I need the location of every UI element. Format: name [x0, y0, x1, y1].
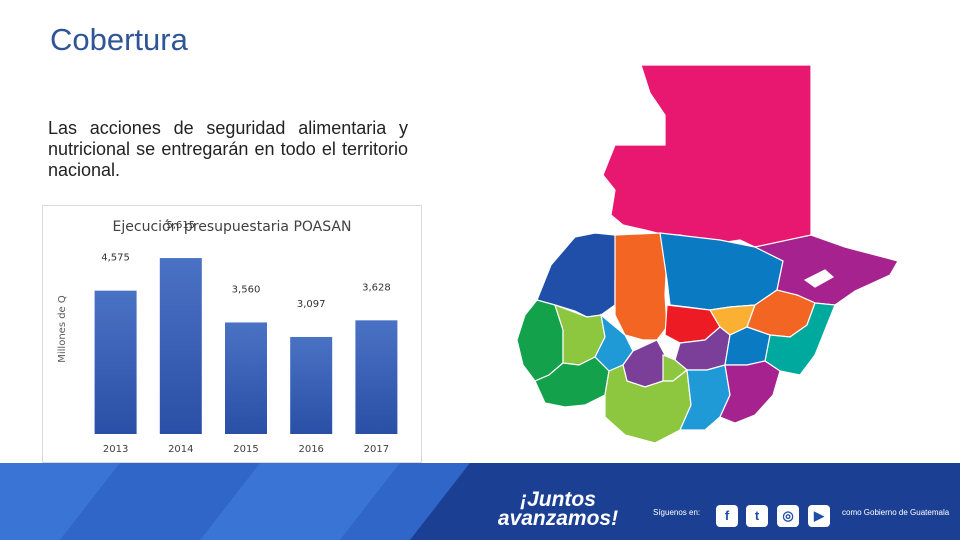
facebook-icon[interactable]: f: [716, 505, 738, 527]
data-label-2016: 3,097: [297, 299, 326, 310]
map-region-jutiapa: [719, 360, 781, 424]
twitter-icon[interactable]: t: [746, 505, 768, 527]
slogan: ¡Juntos avanzamos!: [483, 488, 633, 530]
chart-svg: Ejecución presupuestaria POASAN Millones…: [57, 219, 398, 455]
x-tick-2014: 2014: [168, 444, 193, 455]
map-region-escuintla: [604, 364, 692, 444]
guatemala-map: [516, 65, 899, 444]
footer-background: [0, 463, 960, 540]
y-axis-label: Millones de Q: [57, 295, 68, 363]
x-tick-2015: 2015: [233, 444, 258, 455]
x-tick-2016: 2016: [298, 444, 323, 455]
chart-title: Ejecución presupuestaria POASAN: [113, 219, 352, 235]
map-region-peten: [602, 65, 812, 248]
map-region-quiche: [614, 232, 668, 341]
bar-2017: [355, 320, 398, 434]
follow-label: Síguenos en:: [653, 508, 701, 517]
government-label: como Gobierno de Guatemala: [842, 508, 950, 517]
data-label-2017: 3,628: [362, 282, 391, 293]
bar-2014: [159, 258, 202, 434]
data-label-2014: 5,615: [166, 220, 195, 231]
data-label-2015: 3,560: [232, 284, 261, 295]
slogan-line-1: ¡Juntos: [520, 488, 596, 511]
bar-2016: [290, 336, 333, 434]
slide-body-text: Las acciones de seguridad alimentaria y …: [48, 118, 408, 180]
footer-banner: [0, 463, 960, 540]
youtube-icon[interactable]: ▶: [808, 505, 830, 527]
instagram-icon[interactable]: ◎: [777, 505, 799, 527]
x-tick-2017: 2017: [364, 444, 389, 455]
slide-title: Cobertura: [50, 22, 188, 57]
data-label-2013: 4,575: [101, 253, 130, 264]
x-tick-2013: 2013: [103, 444, 128, 455]
bar-2015: [225, 322, 267, 434]
slogan-line-2: avanzamos!: [497, 507, 619, 530]
budget-chart: Ejecución presupuestaria POASAN Millones…: [42, 205, 422, 463]
bar-2013: [94, 290, 137, 434]
map-region-lake: [803, 269, 835, 288]
